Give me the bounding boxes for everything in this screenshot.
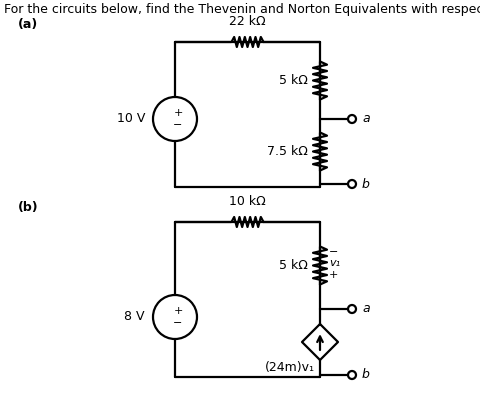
Text: b: b: [361, 177, 369, 191]
Text: 10 V: 10 V: [116, 112, 144, 125]
Text: −: −: [173, 318, 182, 328]
Text: 5 kΩ: 5 kΩ: [278, 259, 307, 272]
Text: +: +: [328, 270, 337, 281]
Text: b: b: [361, 368, 369, 382]
Text: 7.5 kΩ: 7.5 kΩ: [266, 145, 307, 158]
Text: a: a: [361, 112, 369, 125]
Text: 5 kΩ: 5 kΩ: [278, 74, 307, 87]
Text: 8 V: 8 V: [124, 310, 144, 324]
Text: For the circuits below, find the Thevenin and Norton Equivalents with respect to: For the circuits below, find the Theveni…: [4, 3, 480, 16]
Text: 22 kΩ: 22 kΩ: [228, 15, 265, 28]
Text: (b): (b): [18, 201, 38, 214]
Text: +: +: [173, 108, 182, 118]
Text: +: +: [173, 306, 182, 316]
Text: −: −: [173, 120, 182, 130]
Text: a: a: [361, 303, 369, 316]
Text: 10 kΩ: 10 kΩ: [228, 195, 265, 208]
Text: v₁: v₁: [328, 258, 339, 268]
Text: −: −: [328, 247, 337, 256]
Text: (a): (a): [18, 18, 38, 31]
Text: (24m)v₁: (24m)v₁: [264, 362, 314, 374]
